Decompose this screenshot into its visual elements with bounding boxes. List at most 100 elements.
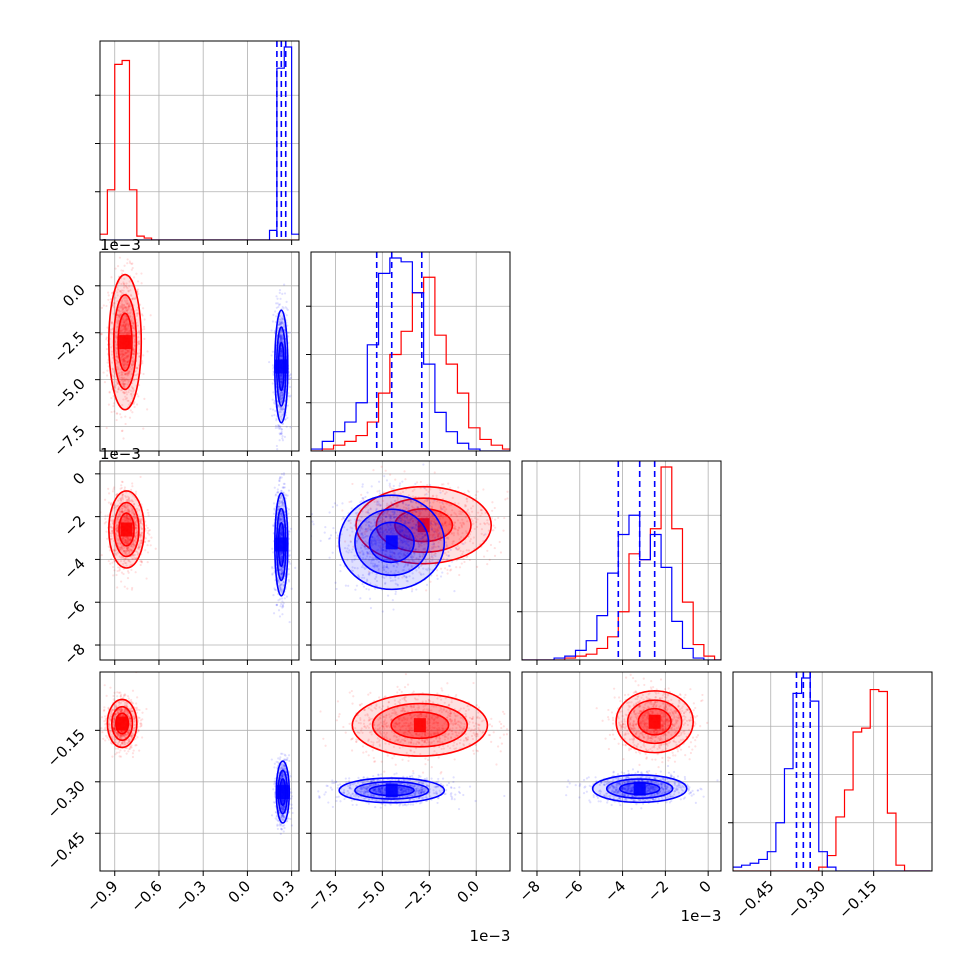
blue-point: [280, 428, 283, 431]
red-point: [372, 469, 375, 472]
red-point: [115, 318, 119, 322]
red-point: [126, 538, 130, 541]
blue-point: [280, 355, 284, 358]
red-point: [127, 510, 130, 513]
red-point: [360, 493, 363, 496]
red-point: [125, 390, 128, 394]
scatter-panel-2-0: [99, 460, 300, 661]
red-point: [140, 561, 143, 564]
red-point: [128, 280, 131, 283]
red-point: [133, 513, 136, 516]
blue-point: [279, 380, 282, 384]
red-point: [115, 359, 119, 362]
red-point: [127, 305, 130, 308]
red-point: [136, 341, 140, 344]
red-point: [121, 497, 124, 500]
red-point: [118, 309, 121, 312]
red-point: [143, 337, 146, 340]
blue-point: [279, 378, 282, 381]
red-point: [122, 557, 125, 560]
red-point: [380, 465, 383, 468]
red-point: [124, 379, 127, 383]
blue-point: [323, 531, 326, 534]
red-point: [136, 280, 140, 283]
blue-point: [281, 422, 285, 425]
blue-point: [282, 325, 285, 328]
red-point: [125, 372, 128, 375]
scatter-panel-1-0: [99, 251, 300, 452]
red-point: [135, 366, 139, 369]
red-point: [125, 329, 129, 332]
red-point: [114, 548, 117, 552]
blue-point: [275, 306, 278, 309]
red-point: [124, 415, 127, 418]
blue-point: [271, 350, 274, 353]
blue-point: [280, 320, 283, 323]
blue-point: [278, 410, 281, 413]
blue-point: [274, 494, 277, 497]
blue-point: [274, 426, 277, 430]
red-point: [137, 336, 140, 339]
blue-density-peak: [275, 359, 288, 374]
red-point: [134, 312, 137, 315]
red-point: [134, 521, 137, 524]
red-point: [121, 348, 125, 351]
red-point: [120, 269, 123, 272]
blue-point: [280, 316, 283, 320]
red-point: [146, 551, 150, 554]
red-point: [119, 547, 122, 550]
red-point: [132, 512, 136, 515]
blue-point: [283, 597, 286, 600]
red-point: [121, 324, 125, 328]
red-point: [125, 349, 128, 352]
red-point: [110, 537, 113, 541]
blue-point: [282, 318, 285, 321]
red-point: [110, 558, 113, 561]
red-point: [139, 541, 142, 545]
blue-point: [279, 329, 283, 332]
blue-point: [280, 489, 283, 492]
red-point: [503, 516, 506, 520]
blue-point: [331, 551, 334, 554]
red-point: [131, 557, 134, 560]
red-point: [136, 312, 139, 315]
scatter-content: [311, 463, 509, 613]
red-point: [107, 559, 110, 563]
red-point: [121, 511, 124, 514]
red-point: [128, 379, 131, 382]
red-point: [129, 393, 132, 396]
blue-point: [279, 433, 282, 436]
blue-point: [281, 397, 284, 400]
red-point: [109, 502, 112, 506]
blue-point: [283, 329, 286, 332]
red-point: [132, 322, 135, 325]
red-point: [132, 366, 135, 369]
red-point: [127, 355, 130, 358]
red-point: [117, 314, 120, 317]
red-point: [138, 303, 142, 306]
red-point: [146, 408, 149, 411]
red-point: [128, 312, 132, 315]
red-point: [128, 332, 132, 335]
red-point: [132, 276, 136, 279]
blue-point: [284, 306, 287, 309]
blue-point: [280, 336, 283, 339]
red-point: [117, 499, 120, 502]
blue-point: [383, 475, 386, 478]
red-point: [118, 316, 121, 319]
blue-point: [289, 373, 292, 376]
red-point: [433, 471, 436, 474]
red-point: [126, 262, 129, 265]
red-point: [111, 291, 114, 295]
red-point: [124, 540, 127, 544]
red-point: [116, 322, 119, 325]
red-point: [127, 538, 130, 542]
red-point: [120, 325, 123, 328]
red-point: [132, 334, 135, 337]
red-point: [131, 356, 134, 359]
red-point: [127, 552, 131, 555]
blue-point: [426, 497, 429, 500]
blue-point: [284, 418, 287, 421]
red-point: [124, 536, 127, 539]
blue-point: [438, 598, 441, 601]
